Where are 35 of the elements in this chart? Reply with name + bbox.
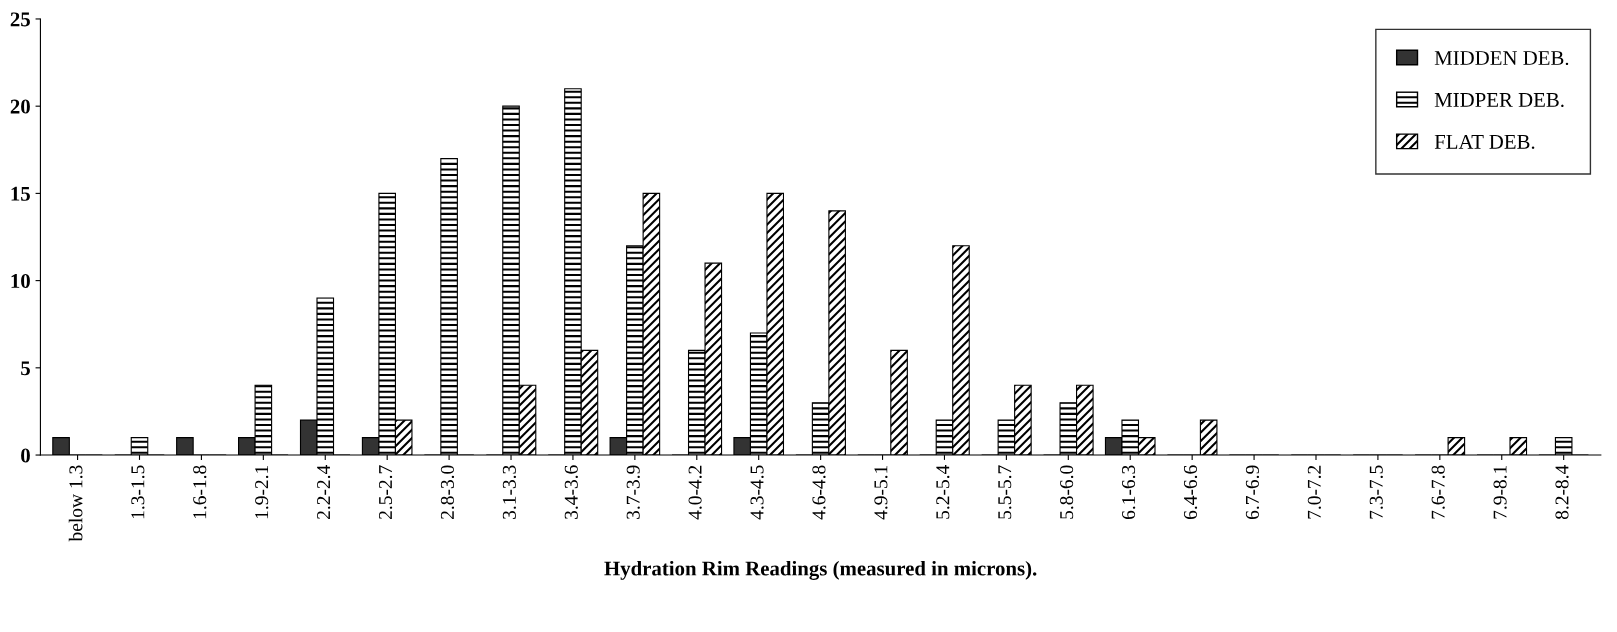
x-tick-label: 7.9-8.1 — [1493, 465, 1507, 519]
x-tick-label: 1.3-1.5 — [131, 465, 145, 519]
y-tick-label: 0 — [21, 448, 30, 463]
legend-label: MIDPER DEB. — [1434, 93, 1564, 108]
x-tick-label: 5.2-5.4 — [936, 465, 950, 519]
x-tick-label: 4.6-4.8 — [812, 465, 826, 520]
x-tick-label: 5.8-6.0 — [1060, 465, 1074, 519]
x-tick-label: 7.0-7.2 — [1307, 465, 1321, 519]
x-tick-label: 2.5-2.7 — [378, 465, 393, 519]
x-tick-label: 6.1-6.3 — [1122, 465, 1136, 520]
x-tick-label: 1.9-2.1 — [255, 465, 269, 519]
x-tick-label: 4.3-4.5 — [750, 465, 764, 520]
x-tick-label: 3.1-3.3 — [502, 465, 516, 519]
y-tick-label: 20 — [10, 99, 30, 114]
x-tick-label: 4.9-5.1 — [874, 465, 888, 520]
x-tick-label: below 1.3 — [68, 465, 83, 542]
x-tick-label: 2.2-2.4 — [317, 465, 331, 519]
x-tick-label: 8.2-8.4 — [1555, 465, 1569, 520]
x-tick-label: 3.7-3.9 — [626, 465, 640, 519]
x-tick-label: 3.4-3.6 — [564, 465, 578, 519]
x-tick-label: 6.4-6.6 — [1183, 465, 1198, 520]
x-axis-title: Hydration Rim Readings (measured in microns). — [604, 560, 1037, 580]
x-tick-label: 4.0-4.2 — [688, 465, 702, 520]
x-tick-label: 6.7-6.9 — [1245, 465, 1260, 520]
x-tick-label: 7.6-7.8 — [1431, 465, 1445, 519]
x-tick-label: 1.6-1.8 — [193, 465, 207, 519]
y-tick-label: 10 — [11, 273, 30, 289]
legend-label: MIDDEN DEB. — [1434, 51, 1569, 66]
legend-label: FLAT DEB. — [1434, 134, 1535, 149]
y-tick-label: 15 — [11, 186, 30, 201]
x-tick-label: 5.5-5.7 — [998, 465, 1012, 519]
y-tick-label: 5 — [21, 361, 30, 376]
x-tick-label: 7.3-7.5 — [1369, 465, 1383, 519]
y-tick-label: 25 — [10, 12, 30, 27]
x-tick-label: 2.8-3.0 — [440, 465, 455, 519]
